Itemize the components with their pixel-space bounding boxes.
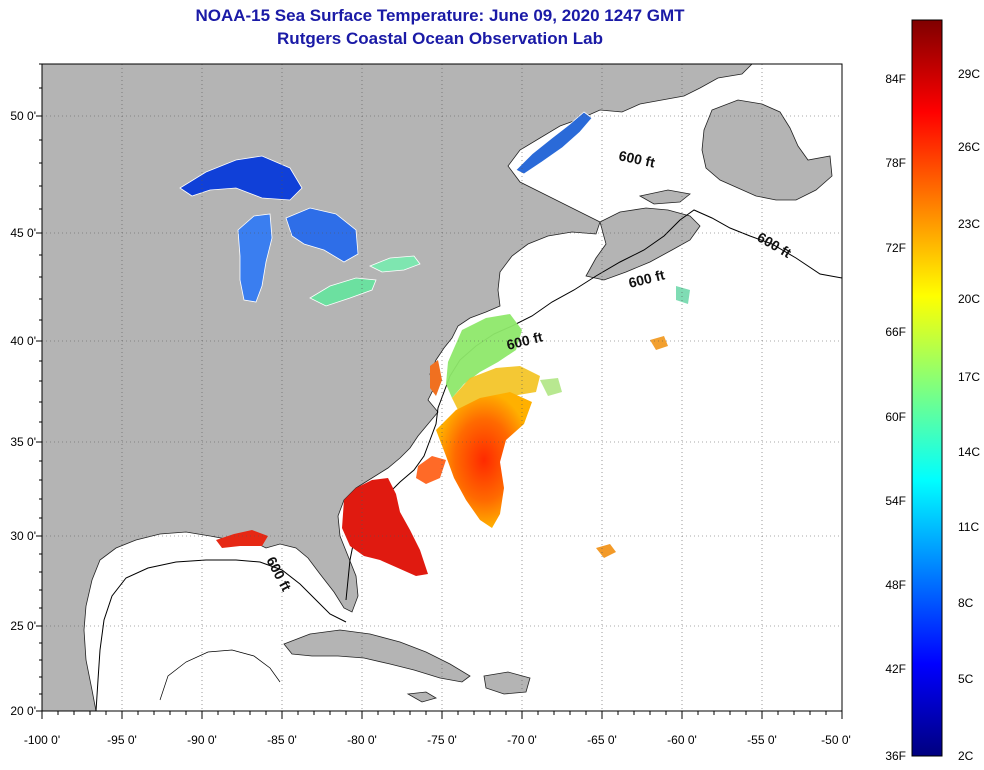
- sst-georges: [540, 378, 562, 396]
- lon-label: -80 0': [347, 733, 377, 747]
- sst-mid-atlantic: [446, 314, 522, 398]
- sst-gulf-maine-cold: [676, 286, 690, 304]
- contour-gulf: [95, 559, 347, 711]
- map-subtitle: Rutgers Coastal Ocean Observation Lab: [277, 29, 603, 48]
- map-ticks: [36, 63, 843, 719]
- colorbar-c-label: 2C: [958, 749, 974, 763]
- lat-label: 30 0': [10, 529, 36, 543]
- colorbar-f-label: 48F: [885, 578, 906, 592]
- colorbar-f-label: 66F: [885, 325, 906, 339]
- sst-cape-fear: [416, 456, 446, 484]
- sst-layer: [216, 286, 690, 576]
- lake-superior: [179, 155, 303, 201]
- colorbar-c-label: 17C: [958, 370, 980, 384]
- land-newfoundland: [701, 99, 833, 201]
- colorbar-c-label: 8C: [958, 596, 974, 610]
- lat-axis-labels: 50 0' 45 0' 40 0' 35 0' 30 0' 25 0' 20 0…: [10, 109, 36, 718]
- lon-label: -75 0': [427, 733, 457, 747]
- land-jamaica: [406, 691, 437, 703]
- lake-erie: [309, 277, 377, 307]
- lat-label: 20 0': [10, 704, 36, 718]
- land-pei: [638, 189, 691, 205]
- colorbar-f-label: 84F: [885, 72, 906, 86]
- map-area: 600 ft 600 ft 600 ft 600 ft 600 ft: [42, 64, 842, 711]
- colorbar-f-label: 60F: [885, 410, 906, 424]
- map-grid: [42, 64, 842, 711]
- sst-gulf-stream: [436, 392, 532, 528]
- lake-huron: [285, 207, 359, 263]
- lon-label: -100 0': [24, 733, 60, 747]
- land-north-america: [42, 64, 753, 711]
- land-nova-scotia: [585, 207, 701, 281]
- colorbar-f-label: 36F: [885, 749, 906, 763]
- lon-label: -70 0': [507, 733, 537, 747]
- colorbar-c-label: 29C: [958, 67, 980, 81]
- map-title: NOAA-15 Sea Surface Temperature: June 09…: [195, 6, 685, 25]
- lon-label: -65 0': [587, 733, 617, 747]
- lat-label: 45 0': [10, 226, 36, 240]
- lon-label: -95 0': [107, 733, 137, 747]
- colorbar-c-label: 11C: [958, 520, 979, 534]
- colorbar-scale: [911, 19, 943, 757]
- sst-chesapeake: [430, 360, 442, 396]
- lon-axis-labels: -100 0' -95 0' -90 0' -85 0' -80 0' -75 …: [24, 733, 851, 747]
- lat-label: 35 0': [10, 435, 36, 449]
- colorbar-f-label: 54F: [885, 494, 906, 508]
- colorbar-c-label: 14C: [958, 445, 980, 459]
- colorbar-c-label: 5C: [958, 672, 974, 686]
- colorbar-c-label: 26C: [958, 140, 980, 154]
- lon-label: -55 0': [747, 733, 777, 747]
- lake-ontario: [369, 255, 421, 273]
- colorbar-f-label: 78F: [885, 156, 906, 170]
- sst-gulf-coast: [216, 530, 268, 548]
- sst-florida-shelf: [342, 478, 428, 576]
- sst-eddy-east: [650, 336, 668, 350]
- sst-offshore-eddy: [596, 544, 616, 558]
- great-lakes: [179, 111, 593, 307]
- lat-label: 25 0': [10, 619, 36, 633]
- colorbar-c-label: 20C: [958, 292, 980, 306]
- lon-label: -60 0': [667, 733, 697, 747]
- colorbar-f-label: 42F: [885, 662, 906, 676]
- lon-label: -50 0': [821, 733, 851, 747]
- lon-label: -85 0': [267, 733, 297, 747]
- lat-label: 50 0': [10, 109, 36, 123]
- lon-label: -90 0': [187, 733, 217, 747]
- lake-michigan: [237, 213, 273, 303]
- contour-label-gulf-st-lawrence: 600 ft: [617, 147, 656, 170]
- colorbar-c-labels: 29C 26C 23C 20C 17C 14C 11C 8C 5C 2C: [958, 67, 980, 763]
- colorbar-f-label: 72F: [885, 241, 906, 255]
- land-cuba: [283, 629, 471, 683]
- colorbar: 84F 78F 72F 66F 60F 54F 48F 42F 36F 29C …: [885, 19, 980, 763]
- st-lawrence: [515, 111, 593, 175]
- land-hispaniola: [483, 671, 531, 695]
- colorbar-c-label: 23C: [958, 217, 980, 231]
- colorbar-f-labels: 84F 78F 72F 66F 60F 54F 48F 42F 36F: [885, 72, 906, 763]
- lat-label: 40 0': [10, 334, 36, 348]
- contour-gulf-inner: [159, 649, 281, 701]
